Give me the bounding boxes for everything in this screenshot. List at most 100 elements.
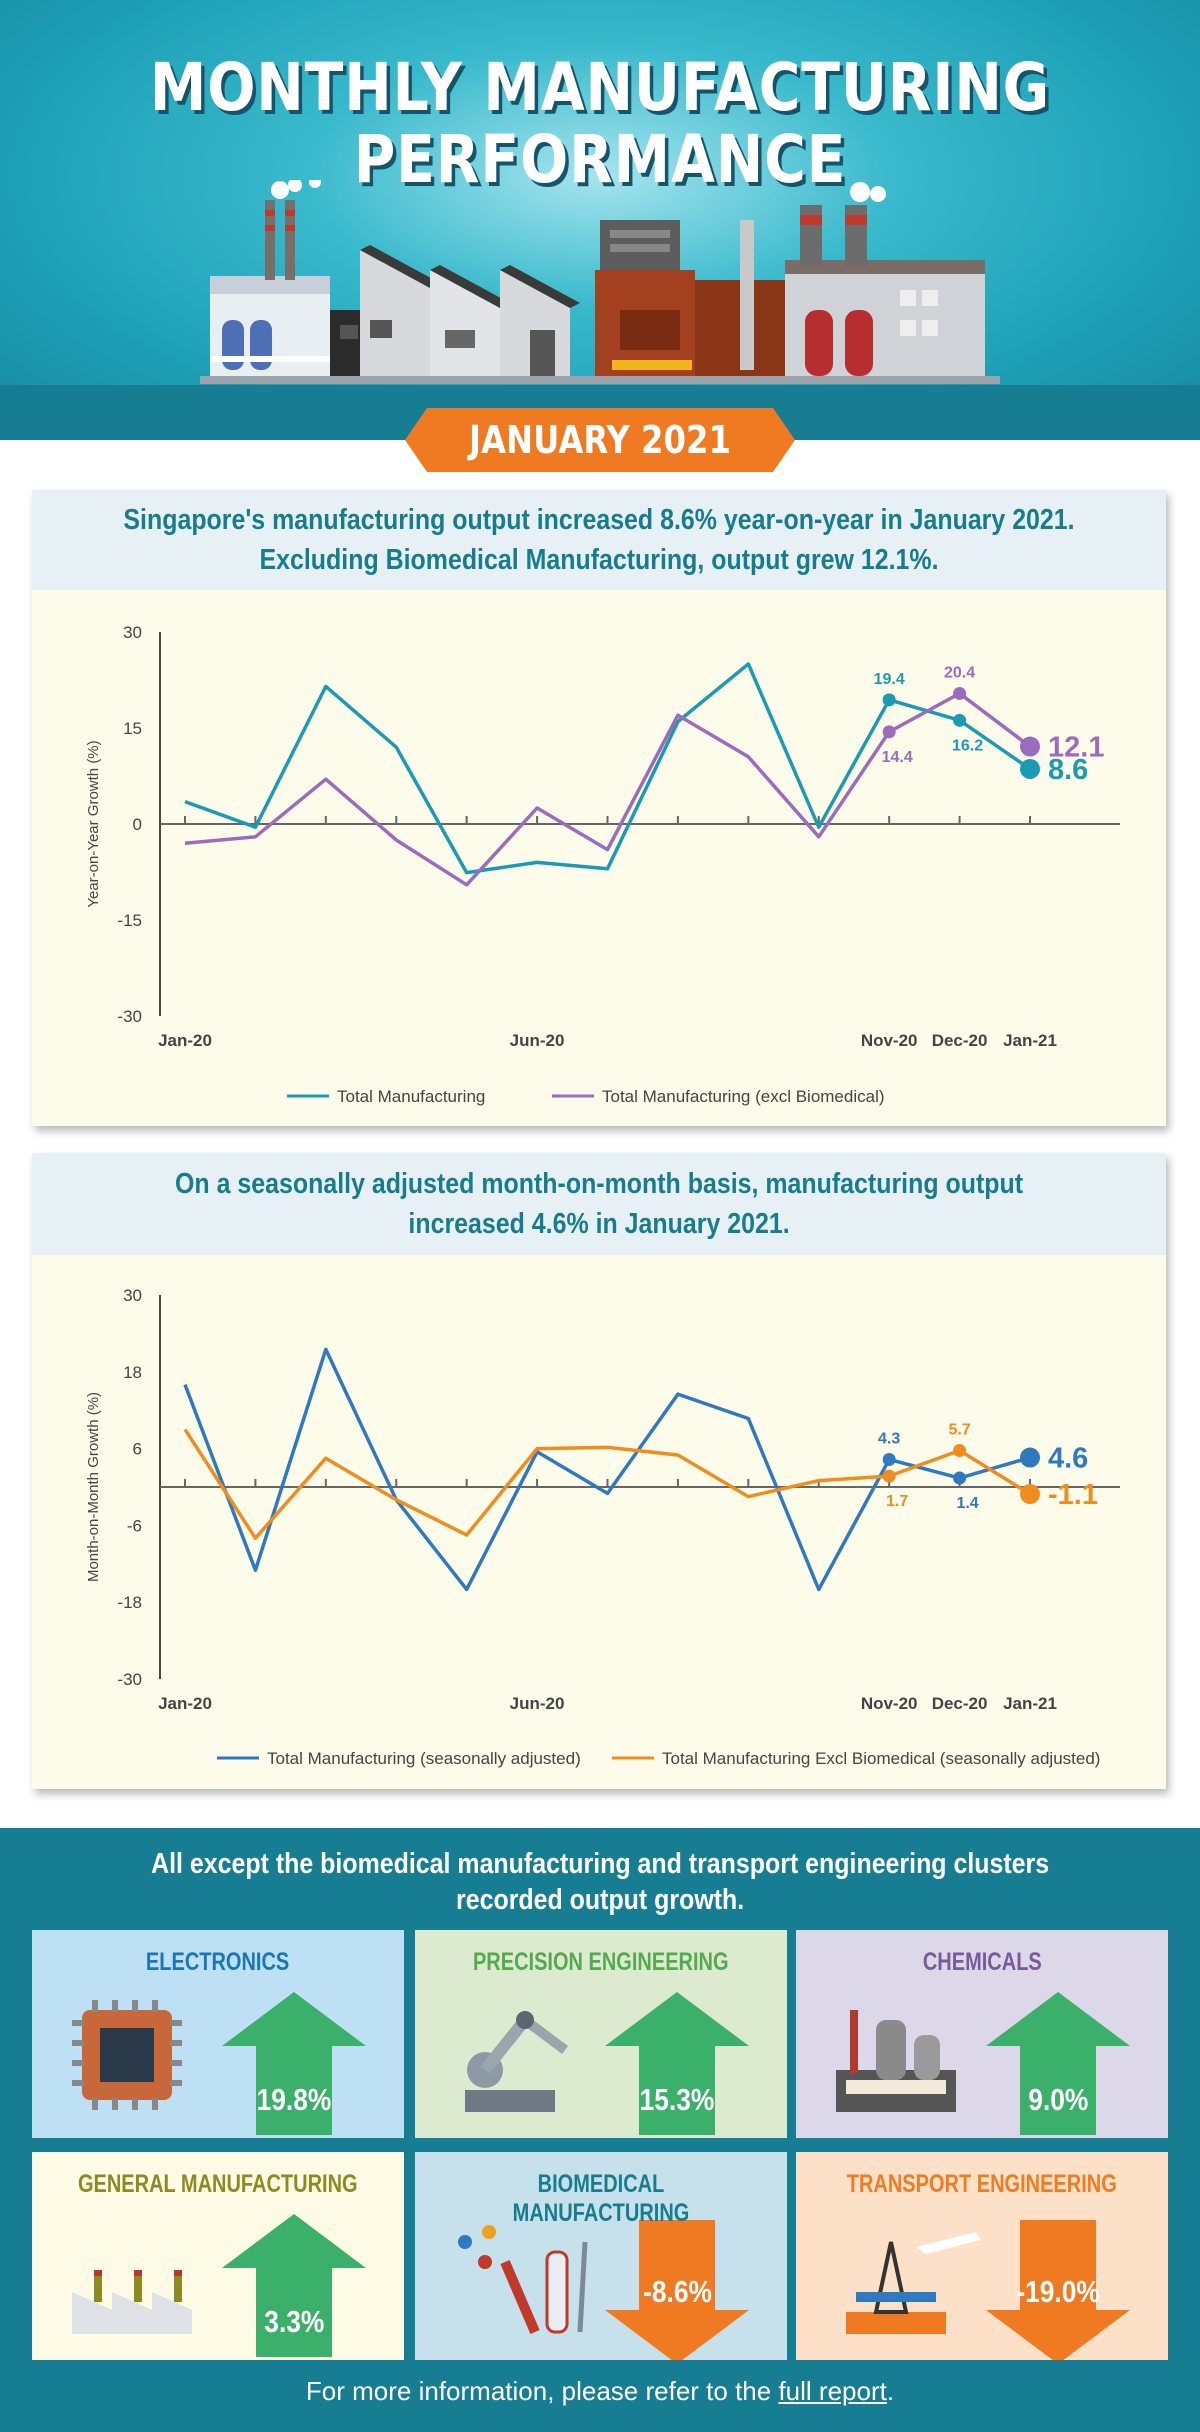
yoy-line-chart: 30 15 0 -15 -30 Year-on-Year Growth (%) Jan-20… [85,623,1120,1106]
y-tick-label: -30 [117,1670,142,1689]
yoy-chart-heading: Singapore's manufacturing output increas… [32,490,1166,590]
up-arrow-icon [605,1992,749,2135]
cluster-card-graphic [72,1992,366,2135]
cluster-growth-value: -19.0% [1016,2274,1100,2309]
factory-illustration [200,180,1000,384]
data-point-label: 16.2 [952,737,983,754]
clusters-heading: All except the biomedical manufacturing … [0,1846,1200,1918]
cluster-card-graphic [836,1992,1130,2135]
mom-heading-line-1: On a seasonally adjusted month-on-month … [174,1168,1024,1200]
x-tick-label: Jan-20 [158,1031,212,1050]
cluster-name: CHEMICALS [922,1948,1042,1976]
series-line-1 [184,662,1031,875]
cluster-card: PRECISION ENGINEERING 15.3% [415,1930,787,2138]
data-point-label: 19.4 [874,671,905,688]
chemical-plant-icon [836,2010,956,2112]
series-1-end-label: 8.6 [1048,754,1088,786]
clusters-heading-line-2: recorded output growth. [455,1884,745,1916]
x-tick-label: Jun-20 [510,1694,565,1713]
cluster-growth-value: 19.8% [256,2082,332,2117]
x-tick-label: Jun-20 [510,1031,565,1050]
mom-line-chart: 30 18 6 -6 -18 -30 Month-on-Month Growth (%) Ja… [85,1286,1120,1768]
cluster-card-graphic [846,2220,1130,2360]
chip-icon [72,2000,182,2110]
legend-label-2: Total Manufacturing Excl Biomedical (sea… [662,1749,1100,1768]
title-line-1: MONTHLY MANUFACTURING [149,49,1051,126]
y-tick-label: -6 [127,1516,142,1535]
down-arrow-icon [605,2220,749,2360]
series-1-point-marker [882,1452,896,1466]
cluster-name: ELECTRONICS [146,1948,290,1976]
x-tick-label: Dec-20 [932,1031,988,1050]
series-1-point-marker [1020,1447,1040,1468]
full-report-link[interactable]: full report [778,2376,887,2406]
data-point-label: 1.4 [956,1495,978,1512]
series-2-point-marker [953,686,967,700]
clusters-section: All except the biomedical manufacturing … [0,1828,1200,2432]
cluster-card: BIOMEDICAL MANUFACTURING -8.6% [415,2152,787,2360]
series-2-point-marker [1020,736,1040,757]
y-tick-label: -18 [117,1593,142,1612]
series-1-point-marker [953,713,967,727]
oil-rig-plane-icon [846,2232,981,2334]
clusters-heading-line-1: All except the biomedical manufacturing … [150,1848,1050,1880]
legend-label-1: Total Manufacturing [337,1087,485,1106]
series-2-end-label: -1.1 [1048,1479,1098,1511]
y-tick-label: 30 [123,623,142,642]
yoy-heading-line-2: Excluding Biomedical Manufacturing, outp… [259,544,939,576]
y-tick-label: 6 [133,1440,142,1459]
up-arrow-icon [222,2214,366,2357]
cluster-growth-value: 9.0% [1027,2082,1089,2117]
legend-label-1: Total Manufacturing (seasonally adjusted… [267,1749,581,1768]
down-arrow-icon [986,2220,1130,2360]
cluster-card: ELECTRONICS 19.8% [32,1930,404,2138]
up-arrow-icon [222,1992,366,2135]
title-line-2: PERFORMANCE [353,121,847,198]
up-arrow-icon [986,1992,1130,2135]
series-2-point-marker [1020,1484,1040,1505]
cluster-growth-value: 3.3% [263,2304,325,2339]
x-tick-label: Dec-20 [932,1694,988,1713]
y-axis-label: Month-on-Month Growth (%) [85,1392,102,1582]
y-tick-label: 15 [123,719,142,738]
page-title: MONTHLY MANUFACTURING PERFORMANCE [84,52,1116,196]
factory-icon [72,2270,192,2334]
series-1-point-marker [953,1471,967,1485]
x-tick-label: Jan-20 [158,1694,212,1713]
cluster-growth-value: -8.6% [642,2274,712,2309]
robot-arm-icon [465,2011,568,2112]
series-2-end-label: 12.1 [1048,732,1104,764]
series-2-point-marker [882,1469,896,1483]
mom-chart-panel: On a seasonally adjusted month-on-month … [32,1153,1166,1789]
footer-note: For more information, please refer to th… [0,2376,1200,2407]
x-tick-label: Jan-21 [1003,1031,1057,1050]
cluster-card-graphic [72,2214,366,2357]
y-axis-label: Year-on-Year Growth (%) [85,740,102,907]
footer-prefix: For more information, please refer to th… [305,2376,779,2406]
cluster-card-graphic [458,2220,749,2360]
month-ribbon [405,408,795,472]
lab-equipment-icon [458,2225,588,2334]
yoy-chart-panel: Singapore's manufacturing output increas… [32,490,1166,1126]
cluster-card: GENERAL MANUFACTURING 3.3% [32,2152,404,2360]
mom-chart-heading: On a seasonally adjusted month-on-month … [32,1153,1166,1255]
series-1-point-marker [1020,758,1040,779]
series-1-end-label: 4.6 [1048,1443,1088,1475]
cluster-card-graphic [465,1992,749,2135]
y-tick-label: -15 [117,911,142,930]
cluster-name: PRECISION ENGINEERING [473,1948,729,1976]
header-banner: MONTHLY MANUFACTURING PERFORMANCE [0,0,1200,440]
mom-heading-line-2: increased 4.6% in January 2021. [408,1208,790,1240]
y-tick-label: 30 [123,1286,142,1305]
data-point-label: 5.7 [948,1422,970,1439]
footer-suffix: . [886,2376,895,2406]
cluster-growth-value: 15.3% [639,2082,715,2117]
cluster-card: CHEMICALS 9.0% [796,1930,1168,2138]
series-1-point-marker [882,693,896,707]
data-point-label: 1.7 [886,1493,908,1510]
cluster-card: TRANSPORT ENGINEERING -19.0% [796,2152,1168,2360]
y-tick-label: 18 [123,1363,142,1382]
cluster-name: TRANSPORT ENGINEERING [846,2170,1118,2198]
x-tick-label: Nov-20 [861,1694,918,1713]
data-point-label: 4.3 [878,1430,900,1447]
